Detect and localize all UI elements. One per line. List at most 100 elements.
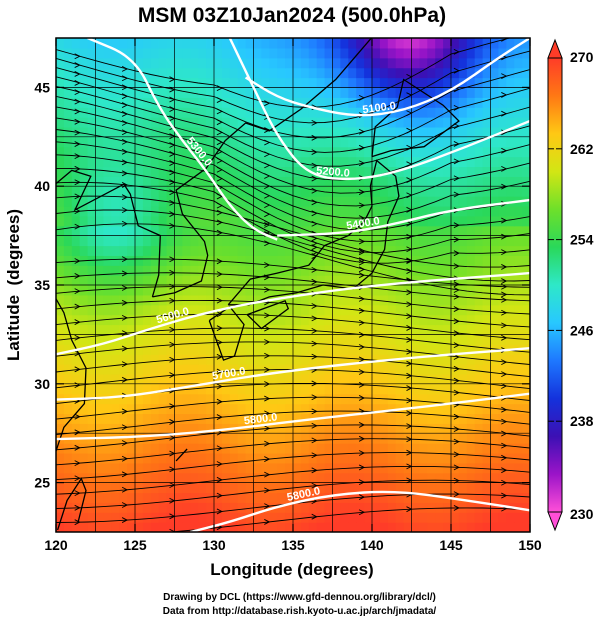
field-cell xyxy=(419,452,428,464)
field-cell xyxy=(127,245,136,256)
field-cell xyxy=(261,77,270,88)
field-cell xyxy=(372,285,381,296)
field-cell xyxy=(522,235,530,247)
field-cell xyxy=(356,373,365,385)
field-cell xyxy=(198,512,207,523)
field-cell xyxy=(158,205,168,217)
field-cell xyxy=(103,472,112,484)
field-cell xyxy=(206,383,215,395)
field-cell xyxy=(87,136,97,148)
field-cell xyxy=(150,314,160,326)
field-cell xyxy=(498,186,507,197)
field-cell xyxy=(324,235,334,247)
wind-arrow xyxy=(453,377,460,384)
field-cell xyxy=(111,97,120,108)
field-cell xyxy=(474,196,484,207)
field-cell xyxy=(135,324,144,335)
field-cell xyxy=(182,304,191,316)
field-cell xyxy=(142,166,152,177)
field-cell xyxy=(127,136,136,148)
field-cell xyxy=(158,383,168,395)
field-cell xyxy=(182,413,191,424)
field-cell xyxy=(514,364,523,375)
field-cell xyxy=(214,77,223,88)
field-cell xyxy=(379,166,389,177)
streamline xyxy=(56,85,530,167)
wind-arrow xyxy=(406,449,413,456)
wind-arrow xyxy=(264,151,271,158)
field-cell xyxy=(466,87,476,98)
field-cell xyxy=(229,334,239,345)
field-cell xyxy=(395,176,405,187)
field-cell xyxy=(237,502,247,513)
wind-arrow xyxy=(264,202,271,209)
field-cell xyxy=(348,196,357,207)
field-cell xyxy=(63,344,73,355)
wind-arrow xyxy=(74,80,81,86)
field-cell xyxy=(79,334,89,345)
field-cell xyxy=(79,136,89,148)
wind-arrow xyxy=(406,258,413,264)
wind-arrow xyxy=(453,477,460,484)
field-cell xyxy=(419,77,428,88)
field-cell xyxy=(63,354,73,365)
field-cell xyxy=(514,215,523,227)
field-cell xyxy=(63,522,73,532)
field-cell xyxy=(364,245,373,256)
field-cell xyxy=(214,38,223,49)
field-cell xyxy=(332,215,341,227)
field-cell xyxy=(95,403,104,415)
wind-arrow xyxy=(169,312,176,319)
field-cell xyxy=(150,324,160,335)
wind-arrow xyxy=(358,464,366,471)
field-cell xyxy=(372,67,381,79)
field-cell xyxy=(198,344,207,355)
field-cell xyxy=(379,77,389,88)
field-cell xyxy=(474,512,484,523)
field-cell xyxy=(166,344,176,355)
field-cell xyxy=(332,255,341,266)
field-cell xyxy=(142,294,152,306)
field-cell xyxy=(427,452,436,464)
field-cell xyxy=(79,383,89,395)
field-cell xyxy=(348,403,357,415)
colorbar-tick-label: 262 xyxy=(570,141,594,157)
field-cell xyxy=(103,186,112,197)
field-cell xyxy=(308,57,318,69)
field-cell xyxy=(135,482,144,494)
wind-arrow xyxy=(406,336,413,343)
field-cell xyxy=(142,423,152,434)
wind-arrow xyxy=(121,408,129,415)
field-cell xyxy=(324,443,334,454)
field-cell xyxy=(87,186,97,197)
field-cell xyxy=(56,156,65,168)
field-cell xyxy=(340,304,349,316)
field-cell xyxy=(95,383,104,395)
wind-arrow xyxy=(453,464,460,471)
field-cell xyxy=(63,186,73,197)
field-cell xyxy=(150,196,160,207)
field-cell xyxy=(356,77,365,88)
field-cell xyxy=(308,77,318,88)
field-cell xyxy=(466,156,476,168)
field-cell xyxy=(419,492,428,503)
field-cell xyxy=(332,47,341,59)
field-cell xyxy=(458,413,468,424)
field-cell xyxy=(63,413,73,424)
field-cell xyxy=(522,87,530,98)
field-cell xyxy=(103,97,112,108)
wind-arrow xyxy=(74,303,81,310)
field-cell xyxy=(395,196,405,207)
field-cell xyxy=(95,87,104,98)
field-cell xyxy=(466,47,476,59)
field-cell xyxy=(482,215,492,227)
field-cell xyxy=(221,146,231,158)
field-cell xyxy=(221,294,231,306)
field-cell xyxy=(95,294,104,306)
wind-arrow xyxy=(406,463,413,470)
field-cell xyxy=(135,423,144,434)
wind-arrow xyxy=(406,92,413,99)
field-cell xyxy=(206,57,215,69)
field-cell xyxy=(229,522,239,532)
